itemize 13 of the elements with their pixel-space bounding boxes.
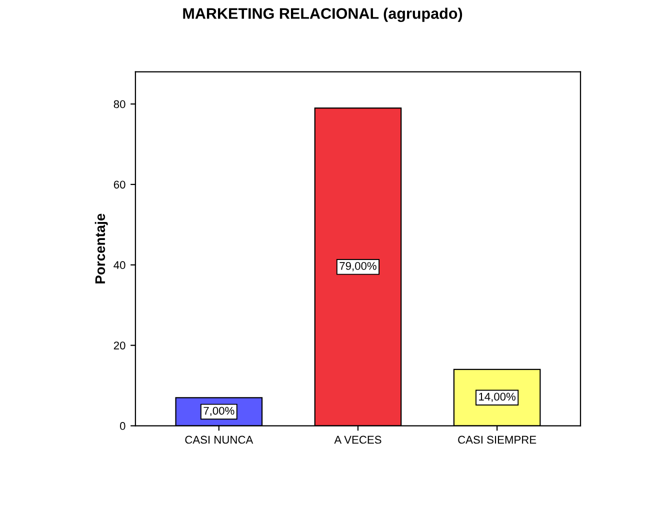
y-tick-label: 0 (120, 422, 126, 430)
x-tick-label: CASI SIEMPRE (458, 436, 536, 444)
chart-title: MARKETING RELACIONAL (agrupado) (183, 8, 462, 22)
y-tick-label: 80 (114, 100, 126, 108)
y-tick-label: 20 (114, 342, 126, 350)
data-label: 7,00% (204, 406, 234, 416)
y-axis-title: Porcentaje (94, 214, 108, 284)
y-tick-label: 60 (114, 180, 126, 189)
x-tick-label: CASI NUNCA (185, 436, 254, 444)
data-label: 79,00% (340, 262, 376, 272)
data-label: 14,00% (479, 392, 516, 402)
y-tick-label: 40 (114, 261, 126, 270)
x-tick-label: A VECES (334, 436, 382, 444)
